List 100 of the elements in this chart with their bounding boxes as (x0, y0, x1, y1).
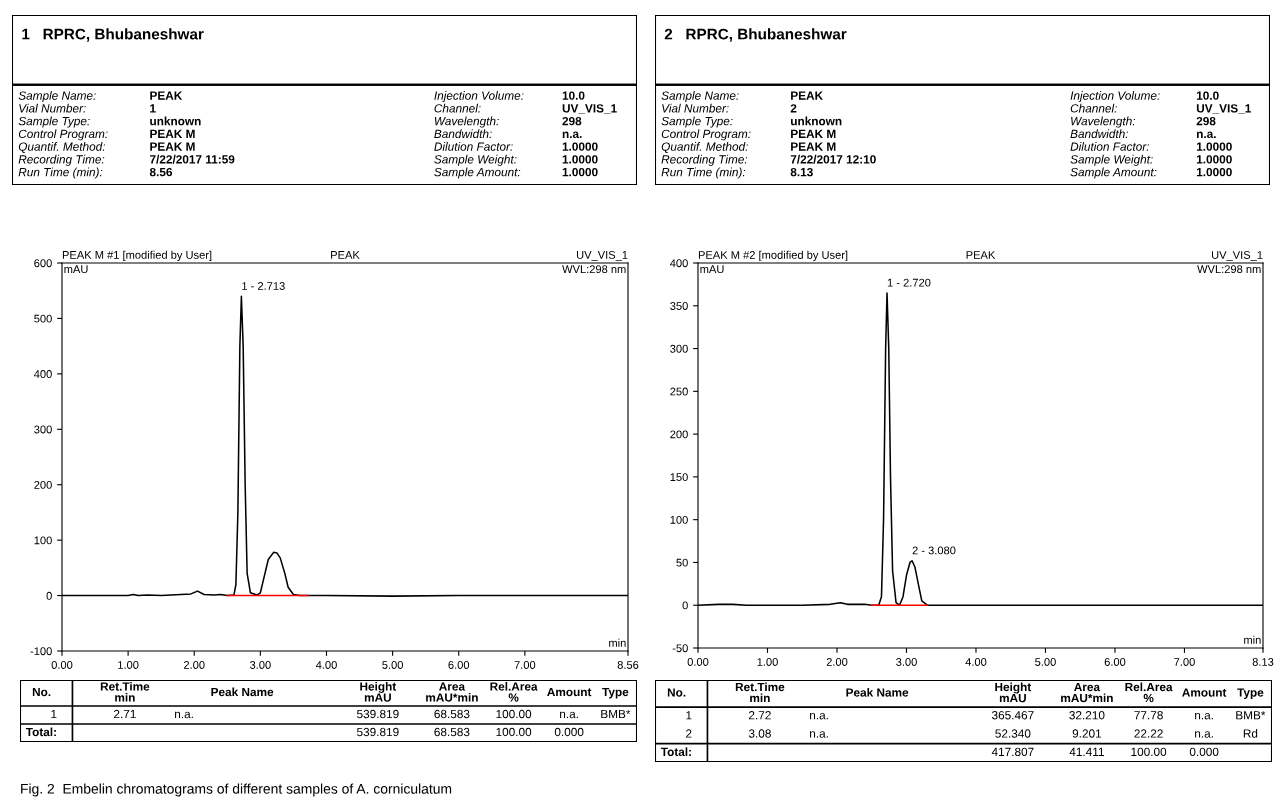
y-tick-label: 100 (670, 515, 688, 524)
text: 1.0000 (562, 167, 598, 177)
annotation: 1 - 2.720 (887, 278, 931, 287)
chart-title: PEAK (331, 251, 360, 259)
category-label: Rel.Area % (1125, 682, 1173, 703)
text: n.a. (175, 711, 193, 719)
text: n.a. (562, 131, 582, 139)
category-label: Type (602, 687, 629, 699)
category-label: Peak Name (211, 687, 274, 697)
category-label: Peak Name (846, 688, 909, 697)
x-tick-label: 7.00 (1174, 658, 1195, 666)
text: 539.819 (357, 727, 399, 737)
text: PEAK M #1 [modified by User] (62, 250, 212, 262)
text: Wavelength: (1071, 116, 1136, 128)
text: Dilution Factor: (1070, 142, 1150, 151)
y-tick-label: 150 (670, 473, 688, 482)
y-tick-label: 0 (46, 591, 52, 600)
text: 1 (51, 709, 57, 719)
text: 22.22 (1134, 729, 1163, 738)
text: Sample Amount: (1070, 167, 1157, 179)
text: 1.0000 (562, 155, 598, 164)
category-label: Rel.Area % (490, 682, 538, 702)
y-tick-label: 200 (34, 480, 52, 489)
y-tick-label: -100 (30, 647, 52, 656)
text: unknown (791, 116, 842, 126)
text: 2 (790, 104, 797, 113)
text: 100.00 (496, 709, 532, 719)
category-label: Height mAU (995, 682, 1032, 703)
text: 365.467 (991, 711, 1034, 720)
text: n.a. (810, 712, 828, 720)
x-tick-label: 5.00 (382, 661, 403, 669)
text: Sample Weight: (434, 154, 517, 166)
text: Run Time (min): (661, 167, 746, 179)
text: unknown (150, 116, 201, 126)
text: n.a. (560, 711, 578, 719)
text: 2.72 (749, 711, 771, 720)
text: 100.00 (496, 727, 532, 737)
text: 2.71 (114, 709, 136, 719)
category-label: Ret.Time min (735, 682, 785, 703)
text: 68.583 (434, 709, 470, 719)
text: 7/22/2017 12:10 (790, 154, 876, 164)
y-tick-label: -50 (672, 644, 688, 653)
x-tick-label: 5.00 (1035, 658, 1056, 666)
text: 1.0000 (562, 142, 598, 151)
category-label: No. (32, 687, 51, 697)
text: BMB* (1236, 711, 1266, 720)
text: 1 (150, 104, 156, 113)
y-tick-label: 250 (670, 387, 688, 396)
text: 77.78 (1134, 711, 1163, 720)
x-tick-label: 1.00 (118, 661, 139, 669)
x-tick-label: 3.00 (249, 661, 271, 669)
text: PEAK (150, 91, 183, 100)
text: 41.411 (1069, 747, 1104, 756)
x-tick-label: 8.13 (1252, 658, 1274, 666)
text: 10.0 (1196, 91, 1219, 100)
y-tick-label: 500 (34, 314, 52, 323)
text: 298 (1196, 116, 1216, 126)
text: PEAK M (791, 129, 836, 138)
text: 417.807 (991, 747, 1034, 757)
x-tick-label: 0.00 (687, 658, 709, 666)
text: 1.0000 (1196, 167, 1232, 177)
text: PEAK M #2 [modified by User] (698, 250, 848, 262)
text: UV_VIS_1 (1211, 251, 1263, 261)
text: UV_VIS_1 (1196, 104, 1251, 114)
text: n.a. (1195, 712, 1213, 720)
text: 7/22/2017 11:59 (150, 154, 235, 164)
text: UV_VIS_1 (562, 104, 617, 114)
text: Vial Number: (662, 103, 729, 113)
text: 1.0000 (1196, 142, 1232, 151)
text: Control Program: (18, 129, 108, 141)
text: PEAK (791, 91, 823, 100)
text: Vial Number: (19, 103, 86, 113)
text: Sample Name: (661, 91, 739, 103)
text: Dilution Factor: (434, 142, 513, 151)
text: PEAK M (791, 142, 836, 151)
text: Injection Volume: (1070, 91, 1160, 103)
annotation: WVL:298 nm (1197, 265, 1261, 274)
annotation: 2 - 3.080 (912, 546, 956, 555)
text: 8.56 (149, 167, 173, 177)
text: n.a. (1196, 131, 1216, 139)
text: Channel: (434, 103, 481, 113)
text: Sample Name: (18, 91, 96, 103)
text: Sample Weight: (1070, 154, 1153, 166)
text: Sample Type: (661, 116, 733, 128)
text: Run Time (min): (18, 167, 103, 179)
category-label: Height mAU (360, 681, 397, 702)
text: 0.000 (554, 727, 584, 737)
y-tick-label: 50 (676, 558, 688, 567)
y-tick-label: 200 (670, 430, 688, 439)
text: 52.340 (995, 729, 1031, 738)
y-tick-label: 400 (34, 370, 52, 378)
x-tick-label: 2.00 (826, 658, 848, 666)
text: Total: (660, 747, 691, 757)
y-axis-title: mAU (64, 265, 88, 274)
x-axis-title: min (1244, 635, 1261, 644)
text: PEAK M (150, 129, 195, 138)
y-tick-label: 100 (34, 536, 52, 545)
x-tick-label: 4.00 (315, 661, 337, 669)
annotation: 1 - 2.713 (242, 282, 285, 290)
text: 539.819 (357, 709, 399, 719)
